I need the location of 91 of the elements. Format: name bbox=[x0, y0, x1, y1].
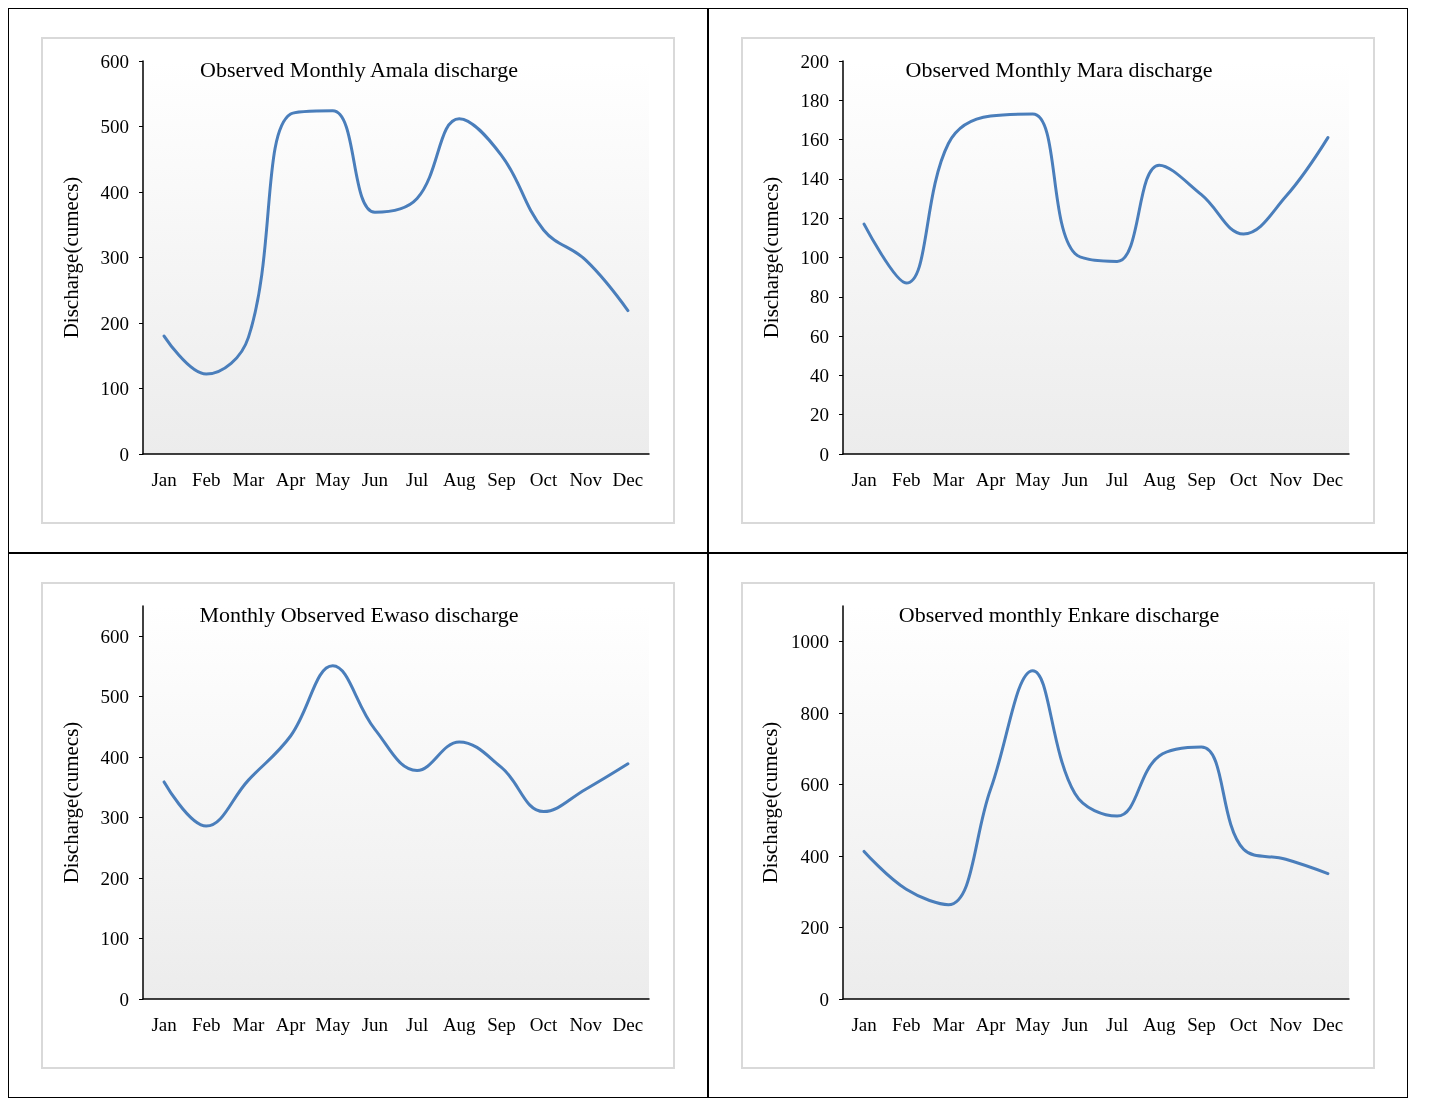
x-tick-label: Apr bbox=[275, 1014, 307, 1035]
y-tick-label: 200 bbox=[100, 867, 129, 889]
x-tick-label: Sep bbox=[1187, 1014, 1216, 1035]
y-tick-label: 200 bbox=[100, 312, 129, 334]
y-tick-label: 80 bbox=[810, 286, 829, 308]
x-tick-label: Dec bbox=[1312, 1014, 1344, 1035]
chart-title: Observed monthly Enkare discharge bbox=[898, 601, 1220, 627]
y-tick-label: 180 bbox=[800, 89, 829, 111]
x-tick-label: Aug bbox=[1142, 469, 1177, 490]
x-tick-label: Jul bbox=[1105, 469, 1129, 490]
x-tick-label: May bbox=[1015, 469, 1051, 490]
y-tick-label: 500 bbox=[100, 116, 129, 137]
y-tick-label: 100 bbox=[800, 247, 829, 268]
x-tick-label: Nov bbox=[1269, 1014, 1303, 1035]
y-tick-label: 200 bbox=[800, 50, 829, 72]
y-tick-label: 100 bbox=[100, 928, 129, 950]
x-tick-label: Dec bbox=[612, 469, 644, 490]
x-tick-label: Jul bbox=[405, 469, 429, 490]
y-tick-label: 600 bbox=[100, 50, 129, 72]
y-tick-label: 400 bbox=[100, 746, 129, 768]
x-tick-label: Jan bbox=[151, 469, 178, 490]
y-tick-label: 60 bbox=[810, 325, 829, 347]
y-tick-label: 500 bbox=[100, 686, 129, 708]
x-tick-label: Feb bbox=[892, 469, 921, 490]
x-tick-label: Mar bbox=[232, 469, 265, 490]
chart-title: Observed Monthly Amala discharge bbox=[200, 56, 518, 82]
line-series bbox=[162, 109, 630, 376]
x-tick-label: Jun bbox=[1061, 1014, 1089, 1035]
y-tick-label: 800 bbox=[800, 702, 829, 724]
x-tick-label: Feb bbox=[192, 1014, 221, 1035]
line-series bbox=[862, 112, 1330, 285]
x-tick-label: Oct bbox=[529, 469, 559, 490]
x-tick-label: Aug bbox=[442, 1014, 477, 1035]
x-tick-label: Jul bbox=[1105, 1014, 1129, 1035]
x-tick-label: Jun bbox=[1061, 469, 1089, 490]
y-tick-label: 100 bbox=[100, 378, 129, 399]
y-tick-label: 1000 bbox=[791, 631, 829, 653]
x-tick-label: Jun bbox=[361, 1014, 389, 1035]
x-tick-label: May bbox=[315, 469, 351, 490]
x-tick-label: Nov bbox=[569, 1014, 603, 1035]
y-tick-label: 600 bbox=[100, 625, 129, 647]
x-tick-label: Jan bbox=[151, 1014, 178, 1035]
x-tick-label: Jun bbox=[361, 469, 389, 490]
chart-title: Observed Monthly Mara discharge bbox=[905, 56, 1213, 82]
x-tick-label: Aug bbox=[442, 469, 477, 490]
y-tick-label: 120 bbox=[800, 207, 829, 229]
x-tick-label: Jul bbox=[405, 1014, 429, 1035]
y-tick-label: 300 bbox=[100, 247, 129, 268]
line-series bbox=[862, 669, 1330, 907]
y-tick-label: 300 bbox=[100, 807, 129, 829]
y-tick-label: 400 bbox=[800, 845, 829, 867]
y-tick-label: 400 bbox=[100, 181, 129, 203]
x-tick-label: May bbox=[1015, 1014, 1051, 1035]
y-tick-label: 0 bbox=[819, 443, 829, 465]
y-tick-label: 600 bbox=[800, 774, 829, 796]
y-tick-label: 20 bbox=[810, 404, 829, 426]
x-tick-label: Jan bbox=[851, 469, 878, 490]
y-tick-label: 40 bbox=[810, 364, 829, 386]
y-axis-title: Discharge(cumecs) bbox=[757, 721, 782, 884]
y-axis-title: Discharge(cumecs) bbox=[58, 176, 83, 339]
y-tick-label: 0 bbox=[119, 988, 129, 1010]
x-tick-label: Mar bbox=[232, 1014, 265, 1035]
x-tick-label: May bbox=[315, 1014, 351, 1035]
x-tick-label: Mar bbox=[932, 469, 965, 490]
x-tick-label: Nov bbox=[1269, 469, 1303, 490]
x-tick-label: Jan bbox=[851, 1014, 878, 1035]
x-tick-label: Sep bbox=[487, 1014, 516, 1035]
x-tick-label: Mar bbox=[932, 1014, 965, 1035]
line-series bbox=[162, 664, 630, 828]
x-tick-label: Nov bbox=[569, 469, 603, 490]
chart-title: Monthly Observed Ewaso discharge bbox=[199, 601, 519, 627]
x-tick-label: Apr bbox=[975, 469, 1007, 490]
x-tick-label: Sep bbox=[1187, 469, 1216, 490]
y-tick-label: 200 bbox=[800, 917, 829, 939]
x-tick-label: Dec bbox=[1312, 469, 1344, 490]
y-tick-label: 140 bbox=[800, 168, 829, 190]
x-tick-label: Feb bbox=[192, 469, 221, 490]
x-tick-label: Dec bbox=[612, 1014, 644, 1035]
x-tick-label: Apr bbox=[275, 469, 307, 490]
x-tick-label: Oct bbox=[1229, 1014, 1259, 1035]
x-tick-label: Oct bbox=[1229, 469, 1259, 490]
x-tick-label: Sep bbox=[487, 469, 516, 490]
x-tick-label: Oct bbox=[529, 1014, 559, 1035]
y-tick-label: 0 bbox=[119, 443, 129, 465]
y-axis-title: Discharge(cumecs) bbox=[58, 721, 83, 884]
y-tick-label: 0 bbox=[819, 988, 829, 1010]
y-axis-title: Discharge(cumecs) bbox=[758, 176, 783, 339]
y-tick-label: 160 bbox=[800, 129, 829, 151]
x-tick-label: Aug bbox=[1142, 1014, 1177, 1035]
x-tick-label: Apr bbox=[975, 1014, 1007, 1035]
x-tick-label: Feb bbox=[892, 1014, 921, 1035]
